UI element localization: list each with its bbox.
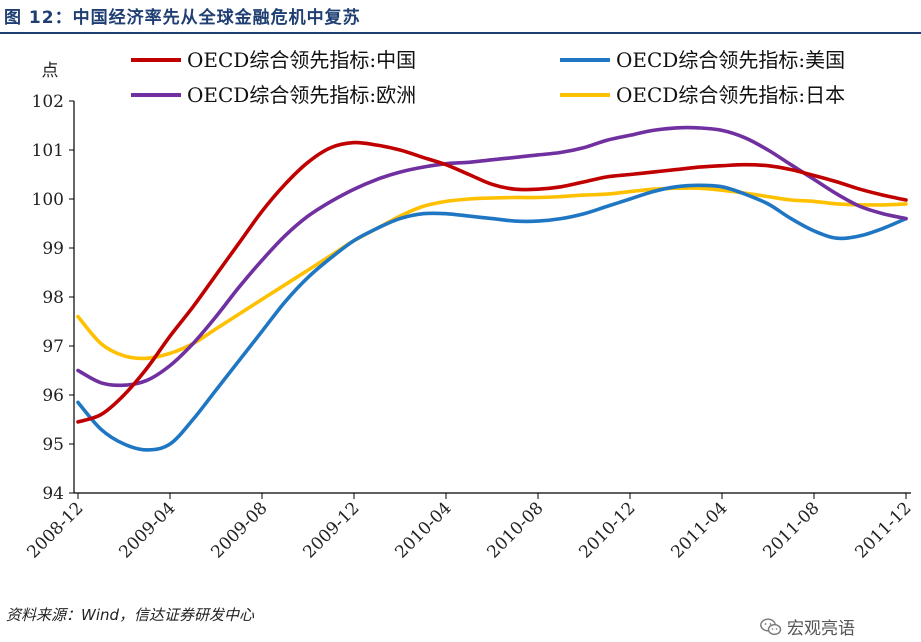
- x-tick-label: 2011-12: [851, 498, 915, 562]
- y-tick-label: 101: [32, 141, 64, 161]
- watermark-text: 宏观亮语: [787, 619, 855, 639]
- wechat-icon: [760, 617, 782, 635]
- watermark: 宏观亮语: [760, 614, 855, 639]
- legend-label: OECD综合领先指标:中国: [187, 48, 416, 72]
- y-tick-label: 95: [42, 435, 64, 455]
- x-tick-label: 2008-12: [23, 498, 87, 562]
- x-tick-label: 2011-04: [667, 498, 731, 562]
- y-axis-label: 点: [42, 61, 59, 81]
- series-line: [76, 140, 908, 424]
- x-tick-label: 2009-08: [207, 498, 271, 562]
- y-tick-label: 97: [42, 337, 64, 357]
- figure-title: 图 12：中国经济率先从全球金融危机中复苏: [4, 8, 361, 28]
- series-line: [76, 186, 908, 361]
- y-tick-label: 98: [42, 288, 64, 308]
- source-note: 资料来源：Wind，信达证券研发中心: [6, 606, 255, 624]
- y-tick-label: 94: [42, 484, 64, 504]
- series-lines: [76, 125, 908, 452]
- y-tick-label: 96: [42, 386, 64, 406]
- x-tick-label: 2011-08: [759, 498, 823, 562]
- series-line: [76, 183, 908, 452]
- legend-label: OECD综合领先指标:欧洲: [187, 83, 416, 107]
- x-tick-label: 2009-12: [299, 498, 363, 562]
- x-tick-label: 2010-04: [391, 498, 455, 562]
- y-tick-label: 102: [32, 92, 64, 112]
- x-tick-label: 2009-04: [115, 498, 179, 562]
- legend-label: OECD综合领先指标:日本: [616, 83, 845, 107]
- y-tick-label: 100: [32, 190, 64, 210]
- title-rule: [0, 32, 921, 34]
- y-tick-label: 99: [42, 239, 64, 259]
- series-line: [76, 125, 908, 388]
- legend-label: OECD综合领先指标:美国: [616, 48, 845, 72]
- x-tick-label: 2010-12: [575, 498, 639, 562]
- legend: OECD综合领先指标:中国 OECD综合领先指标:美国 OECD综合领先指标:欧洲 O…: [131, 48, 845, 107]
- x-tick-label: 2010-08: [483, 498, 547, 562]
